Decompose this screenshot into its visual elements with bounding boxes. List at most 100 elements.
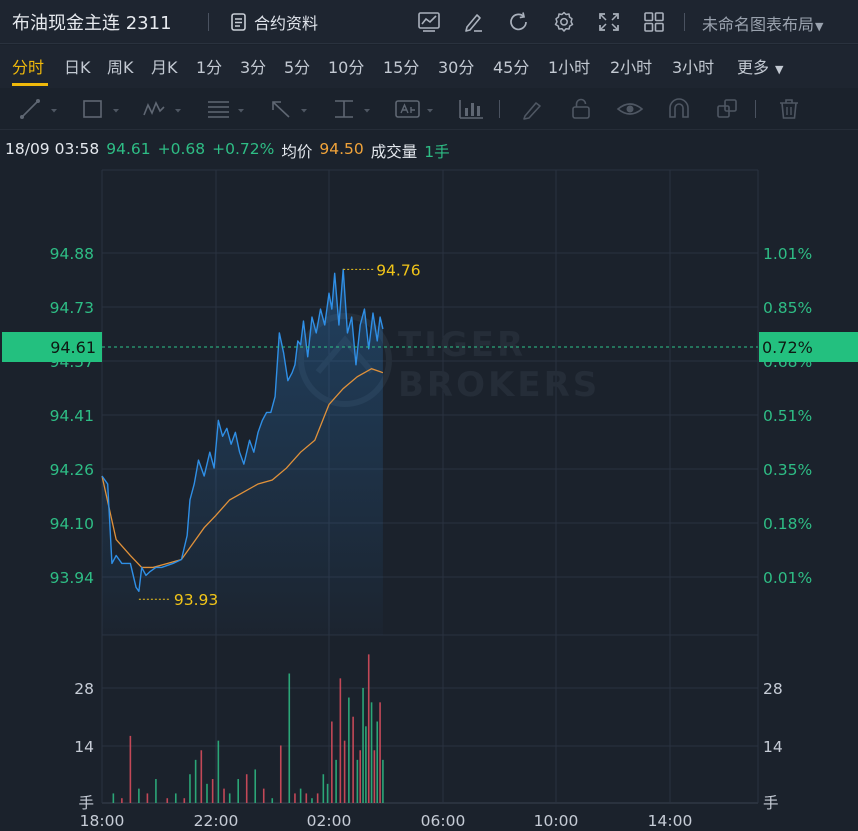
volume-tick-label: 28 xyxy=(74,680,94,698)
tab-period-month[interactable]: 月K xyxy=(151,58,178,77)
trash-icon xyxy=(780,99,798,119)
settings-button[interactable] xyxy=(551,9,577,35)
pattern-tool[interactable] xyxy=(142,96,184,122)
toggle-visibility-button[interactable] xyxy=(616,96,644,122)
more-periods-label: 更多 xyxy=(737,58,770,77)
delete-drawings-button[interactable] xyxy=(776,96,802,122)
contract-info-button[interactable]: 合约资料 xyxy=(230,9,318,35)
price-area xyxy=(102,269,383,635)
text-tool[interactable] xyxy=(394,96,436,122)
time-tick-label: 14:00 xyxy=(648,812,693,830)
fibonacci-lines-icon xyxy=(208,101,244,118)
brush-icon xyxy=(523,102,541,120)
quote-summary: 18/09 03:58 94.61 +0.68 +0.72% 均价 94.50 … xyxy=(5,140,450,162)
arrow-icon xyxy=(272,101,307,118)
gear-icon xyxy=(554,11,574,32)
pct-tick-label: 0.51% xyxy=(763,407,812,425)
price-tick-label: 94.73 xyxy=(50,299,94,317)
current-pct-tag: 0.72% xyxy=(759,332,858,362)
low-price-label: 93.93 xyxy=(174,591,218,609)
pct-tick-label: 1.01% xyxy=(763,245,812,263)
bar-chart-icon xyxy=(459,100,483,119)
pct-tick-label: 0.85% xyxy=(763,299,812,317)
pct-tick-label: 0.18% xyxy=(763,515,812,533)
watermark-line-1: TIGER xyxy=(398,325,526,365)
fib-tool[interactable] xyxy=(205,96,247,122)
quote-change: +0.68 xyxy=(157,140,206,158)
arrow-tool[interactable] xyxy=(268,96,310,122)
rectangle-tool[interactable] xyxy=(80,96,122,122)
contract-info-label: 合约资料 xyxy=(254,14,319,33)
price-tick-label: 94.88 xyxy=(50,245,94,263)
refresh-icon xyxy=(510,12,527,31)
tab-period-3hour[interactable]: 3小时 xyxy=(672,58,715,77)
volume-unit-label: 手 xyxy=(78,794,94,812)
chart-layout-label: 未命名图表布局 xyxy=(702,15,815,34)
separator xyxy=(499,100,500,118)
time-tick-label: 22:00 xyxy=(194,812,239,830)
document-icon xyxy=(231,13,246,31)
time-tick-label: 06:00 xyxy=(421,812,466,830)
pct-tick-label: 0.35% xyxy=(763,461,812,479)
magnet-button[interactable] xyxy=(666,96,692,122)
tab-period-day[interactable]: 日K xyxy=(64,58,91,77)
current-price-tag: 94.61 xyxy=(2,332,102,362)
volume-tick-label-right: 28 xyxy=(763,680,783,698)
tab-period-5min[interactable]: 5分 xyxy=(284,58,311,77)
more-periods-dropdown[interactable]: 更多 ▼ xyxy=(737,54,783,78)
quote-datetime: 18/09 03:58 xyxy=(5,140,100,158)
separator xyxy=(684,13,685,31)
price-tick-label: 94.10 xyxy=(50,515,94,533)
wave-pattern-icon xyxy=(143,101,181,116)
tab-period-45min[interactable]: 45分 xyxy=(493,58,530,77)
tab-period-10min[interactable]: 10分 xyxy=(328,58,365,77)
text-box-icon xyxy=(395,100,433,118)
tab-period-3min[interactable]: 3分 xyxy=(240,58,267,77)
grid-icon xyxy=(644,12,664,32)
price-tick-label: 94.41 xyxy=(50,407,94,425)
brush-tool[interactable] xyxy=(520,96,546,122)
axis-labels: 94.8894.7394.5794.4194.2694.1093.941.01%… xyxy=(50,245,813,830)
tab-period-15min[interactable]: 15分 xyxy=(383,58,420,77)
pencil-icon xyxy=(465,14,482,32)
watermark-line-2: BROKERS xyxy=(398,365,600,405)
trend-line-tool[interactable] xyxy=(18,96,60,122)
measure-tool[interactable] xyxy=(331,96,373,122)
tab-period-intraday[interactable]: 分时 xyxy=(12,58,45,77)
pct-tick-label: 0.01% xyxy=(763,569,812,587)
magnet-icon xyxy=(669,98,689,118)
avg-price-value: 94.50 xyxy=(319,140,364,158)
indicator-tool[interactable] xyxy=(457,96,487,122)
rectangle-icon xyxy=(83,100,119,118)
lock-drawings-button[interactable] xyxy=(568,96,594,122)
tab-period-2hour[interactable]: 2小时 xyxy=(610,58,653,77)
chart-layout-dropdown[interactable]: 未命名图表布局▼ xyxy=(702,11,823,35)
separator xyxy=(208,13,209,31)
price-tick-label: 93.94 xyxy=(50,569,94,587)
price-area-fill xyxy=(102,269,383,635)
instrument-title: 布油现金主连 2311 xyxy=(12,13,172,34)
trend-line-icon xyxy=(20,99,57,119)
drawing-toolbar xyxy=(0,88,858,130)
tab-period-1hour[interactable]: 1小时 xyxy=(548,58,591,77)
tab-period-30min[interactable]: 30分 xyxy=(438,58,475,77)
period-tabs: 分时 日K 周K 月K 1分 3分 5分 10分 15分 30分 45分 1小时… xyxy=(0,45,858,88)
quote-change-pct: +0.72% xyxy=(212,140,275,158)
draw-edit-button[interactable] xyxy=(461,9,487,35)
quote-price: 94.61 xyxy=(106,140,151,158)
volume-label: 成交量 xyxy=(370,143,418,161)
tab-period-1min[interactable]: 1分 xyxy=(196,58,223,77)
copy-drawing-button[interactable] xyxy=(714,96,740,122)
time-tick-label: 10:00 xyxy=(534,812,579,830)
grid-layout-button[interactable] xyxy=(641,9,667,35)
lock-icon xyxy=(572,98,590,119)
indicator-button[interactable] xyxy=(416,9,442,35)
refresh-button[interactable] xyxy=(506,9,532,35)
caret-down-icon: ▼ xyxy=(815,20,824,33)
high-price-label: 94.76 xyxy=(376,261,420,279)
tab-period-week[interactable]: 周K xyxy=(107,58,134,77)
chart-lines xyxy=(101,268,758,592)
fullscreen-button[interactable] xyxy=(596,9,622,35)
eye-icon xyxy=(616,103,644,115)
